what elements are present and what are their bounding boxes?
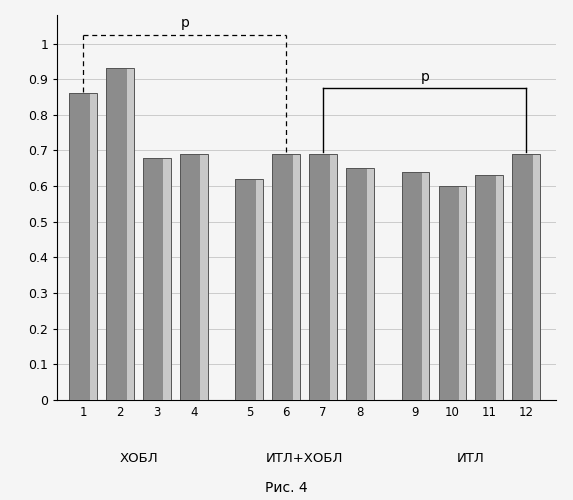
Bar [459, 186, 466, 400]
Bar [402, 172, 422, 400]
Bar [346, 168, 367, 400]
Bar [346, 168, 374, 400]
Bar [201, 154, 208, 400]
Bar [180, 154, 201, 400]
Text: ХОБЛ: ХОБЛ [119, 452, 158, 465]
Bar [127, 68, 134, 400]
Bar [309, 154, 329, 400]
Text: Рис. 4: Рис. 4 [265, 482, 308, 496]
Bar [293, 154, 300, 400]
Bar [163, 158, 171, 400]
Text: ИТЛ+ХОБЛ: ИТЛ+ХОБЛ [266, 452, 343, 465]
Bar [180, 154, 208, 400]
Bar [272, 154, 293, 400]
Bar [143, 158, 171, 400]
Bar [496, 176, 503, 400]
Bar [476, 176, 503, 400]
Bar [89, 94, 97, 400]
Bar [106, 68, 134, 400]
Bar [329, 154, 337, 400]
Bar [69, 94, 89, 400]
Bar [533, 154, 540, 400]
Bar [272, 154, 300, 400]
Bar [512, 154, 540, 400]
Bar [256, 179, 263, 400]
Bar [309, 154, 337, 400]
Bar [476, 176, 496, 400]
Bar [402, 172, 429, 400]
Bar [106, 68, 127, 400]
Bar [512, 154, 533, 400]
Bar [438, 186, 459, 400]
Bar [367, 168, 374, 400]
Bar [69, 94, 97, 400]
Text: p: p [180, 16, 189, 30]
Bar [236, 179, 263, 400]
Bar [422, 172, 429, 400]
Bar [236, 179, 256, 400]
Text: ИТЛ: ИТЛ [457, 452, 485, 465]
Bar [143, 158, 163, 400]
Text: p: p [420, 70, 429, 84]
Bar [438, 186, 466, 400]
